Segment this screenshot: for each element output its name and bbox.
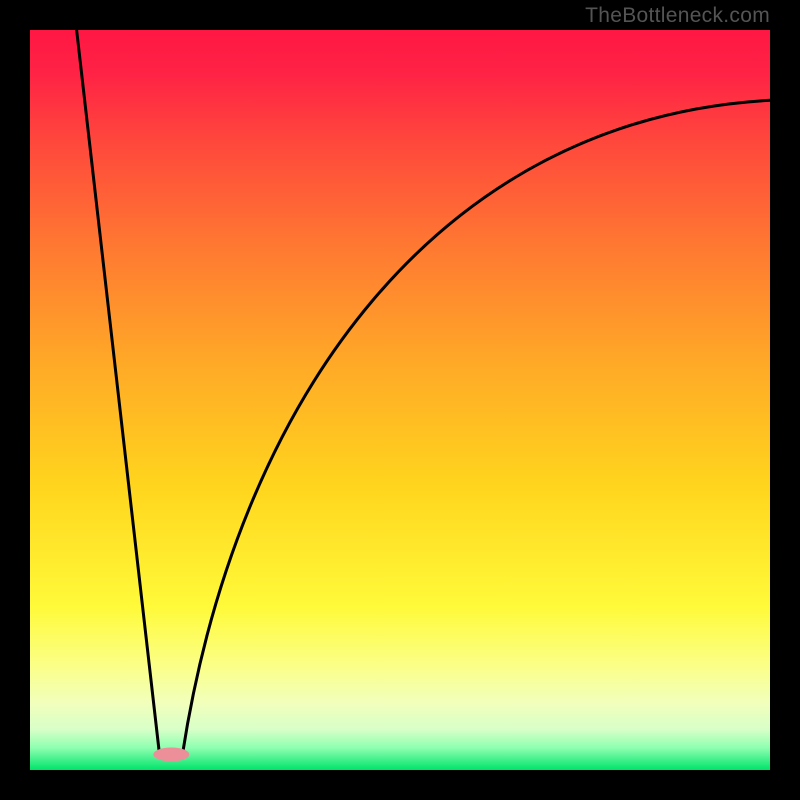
chart-root: TheBottleneck.com [0, 0, 800, 800]
chart-svg [0, 0, 800, 800]
gradient-background [30, 30, 770, 770]
watermark-text: TheBottleneck.com [585, 4, 770, 28]
dip-marker [153, 747, 189, 761]
